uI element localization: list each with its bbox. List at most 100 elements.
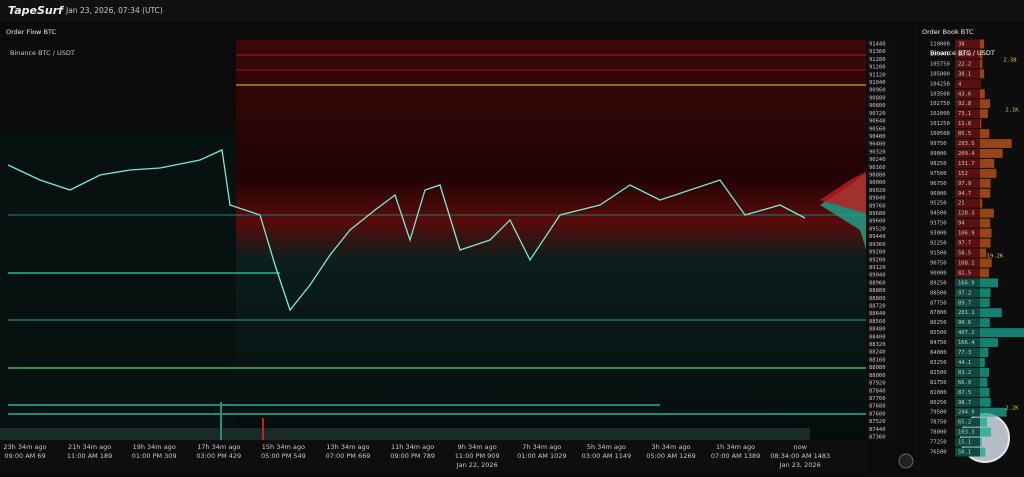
time-ago: 7h 34m ago (522, 443, 561, 451)
book-price: 110000 (930, 42, 950, 48)
price-tick-label: 88880 (869, 288, 886, 294)
book-size: 38.1 (958, 71, 971, 77)
price-tick-label: 89760 (869, 203, 886, 209)
depth-bar (980, 288, 991, 297)
price-tick-label: 87920 (869, 381, 886, 387)
price-tick-label: 88960 (869, 280, 886, 286)
time-clock: 07:00 AM 1389 (711, 452, 760, 460)
price-tick-label: 88560 (869, 319, 886, 325)
price-tick-label: 88240 (869, 350, 886, 356)
price-tick-label: 89040 (869, 273, 886, 279)
depth-bar (980, 159, 994, 168)
book-price: 99000 (930, 151, 947, 157)
price-tick-label: 89840 (869, 196, 886, 202)
time-clock: 05:00 PM 549 (261, 452, 306, 460)
book-size: 244.9 (958, 410, 975, 416)
book-price: 91500 (930, 251, 947, 257)
reset-button[interactable] (899, 454, 913, 468)
time-ago: 13h 34m ago (326, 443, 369, 451)
book-price: 84750 (930, 340, 947, 346)
book-size: 15.1 (958, 440, 971, 446)
market-label: Binance BTC / USDT (930, 49, 995, 57)
depth-bar (980, 219, 990, 228)
price-tick-label: 87760 (869, 396, 886, 402)
depth-bar (980, 149, 1003, 158)
book-price: 105750 (930, 61, 950, 67)
price-tick-label: 89920 (869, 188, 886, 194)
time-ago: 15h 34m ago (262, 443, 305, 451)
time-clock: 09:00 AM 69 (4, 452, 45, 460)
price-tick-label: 90160 (869, 165, 886, 171)
price-tick-label: 90960 (869, 88, 886, 94)
book-size: 152 (958, 171, 968, 177)
book-size: 89.7 (958, 300, 971, 306)
book-size: 97.9 (958, 181, 971, 187)
price-tick-label: 88800 (869, 296, 886, 302)
book-price: 90000 (930, 270, 947, 276)
book-size: 166.4 (958, 340, 975, 346)
price-tick-label: 88480 (869, 327, 886, 333)
price-tick-label: 91040 (869, 80, 886, 86)
book-price: 82500 (930, 370, 947, 376)
price-tick-label: 89200 (869, 257, 886, 263)
price-tick-label: 91280 (869, 57, 886, 63)
book-price: 98250 (930, 161, 947, 167)
price-tick-label: 87600 (869, 411, 886, 417)
depth-bar (980, 448, 985, 457)
price-tick-label: 89360 (869, 242, 886, 248)
price-tick-label: 90720 (869, 111, 886, 117)
book-size: 58.5 (958, 251, 971, 257)
time-ago: 3h 34m ago (651, 443, 690, 451)
book-size: 98.7 (958, 400, 971, 406)
price-tick-label: 87360 (869, 435, 886, 441)
time-clock: 05:00 AM 1269 (646, 452, 695, 460)
book-size: 11.8 (958, 121, 971, 127)
depth-bar (980, 298, 990, 307)
book-size: 97.2 (958, 290, 971, 296)
depth-bar (980, 358, 985, 367)
price-tick-label: 88160 (869, 357, 886, 363)
timestamp: Jan 23, 2026, 07:34 (UTC) (65, 6, 163, 15)
price-tick-label: 89600 (869, 219, 886, 225)
price-tick-label: 90480 (869, 134, 886, 140)
time-ago: 19h 34m ago (133, 443, 176, 451)
book-size: 83.2 (958, 370, 971, 376)
book-price: 78750 (930, 420, 947, 426)
book-size: 293.5 (958, 141, 975, 147)
time-clock: 11:00 PM 909 (455, 452, 500, 460)
book-price: 84000 (930, 350, 947, 356)
price-tick-label: 91440 (869, 42, 886, 48)
book-size: 43.6 (958, 91, 971, 97)
book-size: 77.3 (958, 350, 971, 356)
price-tick-label: 90000 (869, 180, 886, 186)
time-clock: 07:00 PM 669 (326, 452, 371, 460)
price-tick-label: 89440 (869, 234, 886, 240)
time-ago: 5h 34m ago (587, 443, 626, 451)
book-size: 209.4 (958, 151, 975, 157)
book-size: 66.9 (958, 380, 971, 386)
price-tick-label: 91120 (869, 72, 886, 78)
market-label[interactable]: Binance BTC / USDT (10, 49, 75, 57)
price-tick-label: 88640 (869, 311, 886, 317)
brand[interactable]: TapeSurf (8, 4, 64, 17)
price-tick-label: 87520 (869, 419, 886, 425)
depth-bar (980, 398, 991, 407)
book-price: 96000 (930, 191, 947, 197)
book-price: 90750 (930, 260, 947, 266)
book-size: 22.2 (958, 61, 971, 67)
book-annotation: 2.38 (1003, 58, 1016, 64)
depth-bar (980, 40, 984, 49)
book-size: 87.5 (958, 390, 971, 396)
book-size: 90.6 (958, 320, 971, 326)
book-size: 128.3 (958, 211, 975, 217)
book-price: 102000 (930, 111, 950, 117)
depth-bar (980, 258, 992, 267)
book-price: 105000 (930, 71, 950, 77)
book-size: 106.9 (958, 231, 975, 237)
price-tick-label: 90080 (869, 173, 886, 179)
panel-title: Order Book BTC (922, 28, 974, 36)
book-price: 77250 (930, 440, 947, 446)
depth-bar (980, 179, 991, 188)
price-tick-label: 90400 (869, 142, 886, 148)
